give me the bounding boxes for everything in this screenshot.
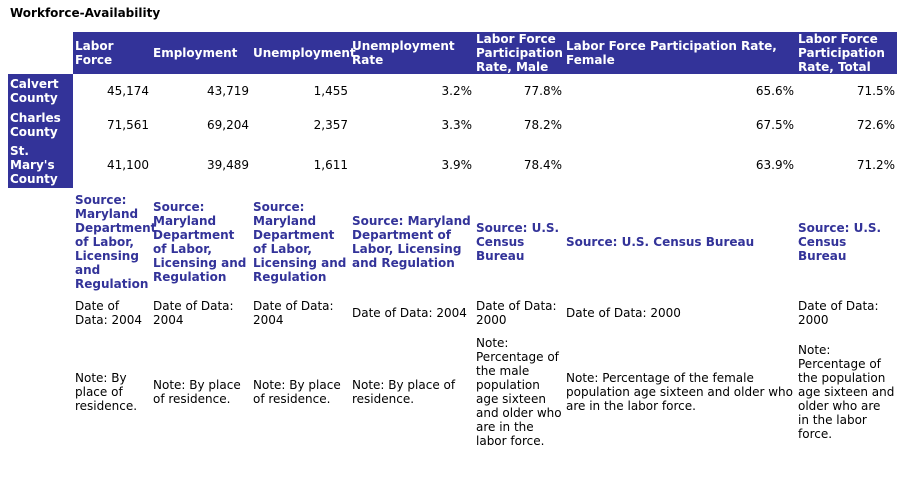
table-row: St. Mary's County 41,100 39,489 1,611 3.… [8, 142, 897, 188]
note-cell: Note: By place of residence. [352, 378, 456, 406]
source-cell: Source: Maryland Department of Labor, Li… [253, 200, 347, 284]
source-cell: Source: Maryland Department of Labor, Li… [75, 193, 157, 291]
source-cell: Source: U.S. Census Bureau [798, 221, 882, 263]
empty-cell [8, 296, 73, 330]
date-cell: Date of Data: 2000 [566, 306, 681, 320]
cell-labor-force: 41,100 [107, 158, 149, 172]
cell-lfpr-female: 67.5% [755, 118, 794, 132]
cell-lfpr-male: 78.4% [523, 158, 562, 172]
source-row: Source: Maryland Department of Labor, Li… [8, 188, 897, 296]
source-cell: Source: U.S. Census Bureau [566, 235, 755, 249]
date-row: Date of Data: 2004 Date of Data: 2004 Da… [8, 296, 897, 330]
col-header-unemployment-rate: Unemployment Rate [350, 32, 474, 74]
col-header-unemployment: Unemployment [251, 32, 356, 74]
note-cell: Note: By place of residence. [153, 378, 241, 406]
col-header-labor-force: Labor Force [73, 32, 151, 74]
note-cell: Note: Percentage of the female populatio… [566, 371, 793, 413]
cell-employment: 43,719 [207, 84, 249, 98]
cell-lfpr-total: 72.6% [856, 118, 895, 132]
row-header-st-marys: St. Mary's County [8, 142, 73, 188]
col-header-lfpr-female: Labor Force Participation Rate, Female [564, 32, 796, 74]
cell-lfpr-total: 71.5% [856, 84, 895, 98]
date-cell: Date of Data: 2004 [352, 306, 467, 320]
empty-cell [8, 330, 73, 454]
cell-unemployment: 1,611 [313, 158, 348, 172]
page-title: Workforce-Availability [10, 6, 161, 20]
cell-employment: 69,204 [207, 118, 249, 132]
note-cell: Note: By place of residence. [75, 371, 138, 413]
table-row: Charles County 71,561 69,204 2,357 3.3% … [8, 108, 897, 142]
row-header-charles: Charles County [8, 108, 73, 142]
cell-unemployment: 2,357 [313, 118, 348, 132]
corner-cell [8, 32, 73, 74]
source-cell: Source: Maryland Department of Labor, Li… [352, 214, 471, 270]
cell-lfpr-female: 65.6% [755, 84, 794, 98]
cell-unemployment-rate: 3.3% [441, 118, 473, 132]
note-cell: Note: Percentage of the population age s… [798, 343, 895, 441]
source-cell: Source: U.S. Census Bureau [476, 221, 560, 263]
cell-lfpr-male: 78.2% [523, 118, 562, 132]
cell-unemployment: 1,455 [313, 84, 348, 98]
date-cell: Date of Data: 2004 [253, 299, 334, 327]
date-cell: Date of Data: 2004 [153, 299, 234, 327]
cell-labor-force: 71,561 [107, 118, 149, 132]
cell-lfpr-male: 77.8% [523, 84, 562, 98]
col-header-lfpr-male: Labor Force Participation Rate, Male [474, 32, 564, 74]
cell-unemployment-rate: 3.2% [441, 84, 473, 98]
date-cell: Date of Data: 2000 [476, 299, 557, 327]
cell-labor-force: 45,174 [107, 84, 149, 98]
header-row: Labor Force Employment Unemployment Unem… [8, 32, 897, 74]
table-row: Calvert County 45,174 43,719 1,455 3.2% … [8, 74, 897, 108]
cell-unemployment-rate: 3.9% [441, 158, 473, 172]
note-cell: Note: Percentage of the male population … [476, 336, 562, 448]
col-header-employment: Employment [151, 32, 251, 74]
cell-employment: 39,489 [207, 158, 249, 172]
note-cell: Note: By place of residence. [253, 378, 341, 406]
source-cell: Source: Maryland Department of Labor, Li… [153, 200, 247, 284]
row-header-calvert: Calvert County [8, 74, 73, 108]
cell-lfpr-total: 71.2% [856, 158, 895, 172]
empty-cell [8, 188, 73, 296]
workforce-table: Labor Force Employment Unemployment Unem… [8, 32, 897, 454]
cell-lfpr-female: 63.9% [755, 158, 794, 172]
note-row: Note: By place of residence. Note: By pl… [8, 330, 897, 454]
date-cell: Date of Data: 2000 [798, 299, 879, 327]
date-cell: Date of Data: 2004 [75, 299, 143, 327]
col-header-lfpr-total: Labor Force Participation Rate, Total [796, 32, 897, 74]
